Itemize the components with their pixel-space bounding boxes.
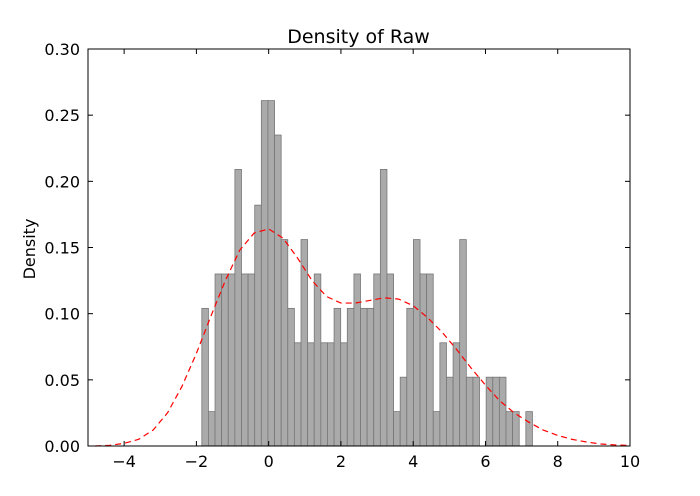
histogram-bar: [287, 307, 295, 447]
y-tick-label: 0.10: [44, 305, 80, 324]
histogram-bar: [452, 342, 461, 447]
histogram-bar: [379, 169, 388, 447]
histogram-bar: [221, 273, 229, 447]
histogram-bar: [373, 273, 381, 447]
x-tick-label: −4: [112, 452, 136, 471]
histogram-bar: [208, 411, 216, 447]
histogram-bar: [419, 273, 428, 447]
histogram-bar: [432, 411, 441, 447]
x-tick-label: 8: [553, 452, 563, 471]
histogram-bar: [327, 342, 335, 447]
x-axis-ticks: −4 −2 0 2 4 6 8 10: [112, 49, 640, 471]
histogram-bar: [498, 376, 507, 447]
histogram-bar: [353, 273, 361, 447]
histogram-bar: [254, 204, 262, 447]
histogram-bar: [525, 411, 533, 447]
histogram-bar: [201, 307, 209, 447]
histogram-bar: [320, 342, 328, 447]
histogram-bar: [267, 100, 275, 447]
y-tick-label: 0.00: [44, 437, 80, 456]
histogram-bar: [459, 239, 467, 447]
x-tick-label: 2: [336, 452, 346, 471]
y-tick-label: 0.20: [44, 172, 80, 191]
histogram-bar: [313, 273, 322, 447]
x-tick-label: 6: [480, 452, 490, 471]
histogram-bar: [426, 273, 434, 447]
x-tick-label: 10: [620, 452, 640, 471]
histogram-bar: [300, 239, 309, 447]
histogram-bar: [465, 376, 474, 447]
y-axis-label: Density: [20, 219, 39, 280]
histogram-bar: [439, 342, 447, 447]
histogram-bar: [247, 273, 256, 447]
histogram-bar: [360, 307, 368, 447]
histogram-bar: [340, 342, 348, 447]
x-tick-label: 4: [408, 452, 418, 471]
histogram-bar: [386, 273, 394, 447]
histogram-bar: [241, 273, 249, 447]
histogram-bar: [512, 411, 520, 447]
histogram-bar: [399, 376, 408, 447]
chart-title: Density of Raw: [287, 26, 430, 48]
histogram-bar: [307, 342, 315, 447]
y-tick-label: 0.05: [44, 371, 80, 390]
histogram-bar: [333, 307, 342, 447]
histogram-bar: [227, 273, 236, 447]
histogram-bar: [492, 376, 500, 447]
histogram-bar: [346, 307, 355, 447]
histogram-bar: [472, 376, 480, 447]
y-tick-label: 0.25: [44, 106, 80, 125]
histogram-bar: [274, 134, 282, 447]
y-tick-label: 0.15: [44, 239, 80, 258]
histogram-bar: [293, 342, 302, 447]
y-tick-label: 0.30: [44, 40, 80, 59]
histogram-bar: [505, 411, 513, 447]
histogram-bar: [280, 239, 289, 447]
histogram-bar: [234, 169, 242, 447]
y-axis-ticks: 0.00 0.05 0.10 0.15 0.20 0.25 0.30: [44, 40, 630, 456]
histogram-bar: [446, 376, 454, 447]
x-tick-label: −2: [185, 452, 209, 471]
histogram-bar: [413, 239, 421, 447]
histogram-bar: [214, 273, 223, 447]
histogram-bar: [393, 411, 401, 447]
histogram-bar: [260, 100, 269, 447]
histogram-bar: [366, 307, 375, 447]
histogram-bar: [406, 307, 414, 447]
x-tick-label: 0: [264, 452, 274, 471]
